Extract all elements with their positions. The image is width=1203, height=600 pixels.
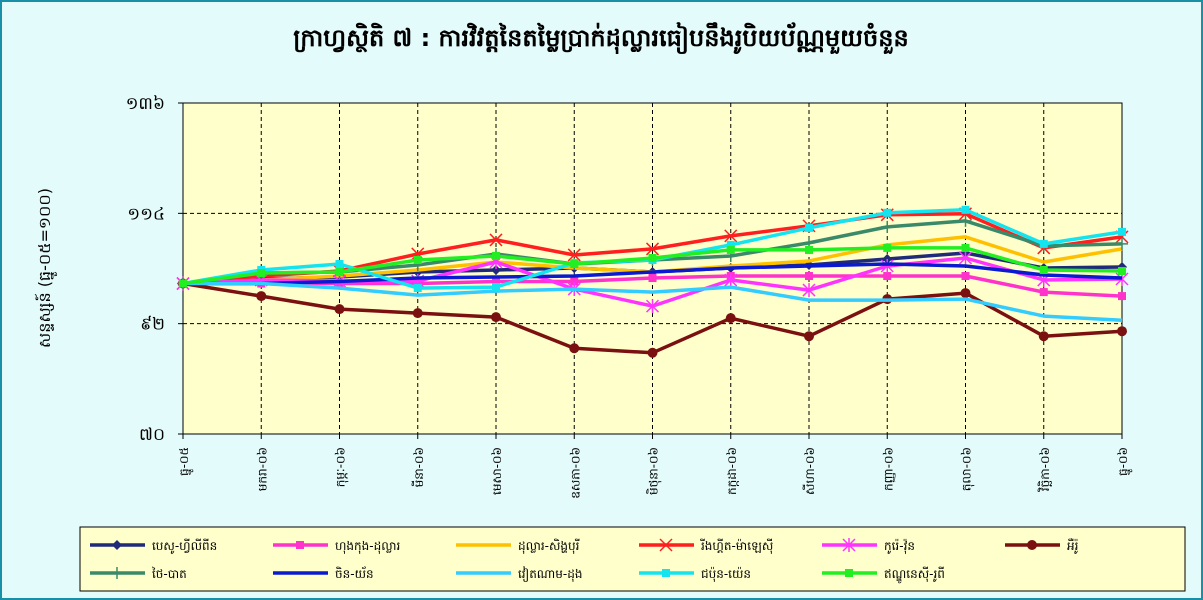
marker (961, 272, 970, 281)
chart-title: ក្រាហ្វស្ថិតិ ៧ : ការវិវត្តនៃតម្លៃប្រាក់… (293, 22, 908, 55)
marker (805, 223, 813, 232)
marker (335, 259, 344, 268)
marker (959, 214, 972, 227)
marker (1117, 326, 1127, 337)
marker (489, 233, 503, 247)
marker (659, 538, 673, 552)
x-tick-label: មីនា-០៦ (411, 447, 426, 487)
legend-label: វៀតណាម-ដុង (518, 566, 582, 582)
marker (570, 277, 579, 286)
marker (958, 250, 973, 265)
marker (179, 279, 187, 288)
marker (726, 240, 735, 249)
marker (1118, 227, 1126, 236)
legend-label: អឺរ៉ូ (1067, 538, 1079, 554)
legend-label: ថៃ-បាត (151, 566, 187, 581)
marker (845, 569, 853, 577)
marker (724, 229, 738, 243)
y-tick-label: ១១៤ (127, 204, 165, 224)
marker (647, 347, 658, 358)
marker (491, 265, 501, 276)
x-tick-label: វិច្ឆិកា-០៦ (1037, 447, 1052, 492)
marker (724, 273, 738, 288)
marker (883, 208, 892, 217)
marker (492, 251, 500, 260)
marker (491, 312, 501, 323)
legend-label: កូរ៉េ-វ៉ុន (884, 538, 915, 554)
marker (567, 248, 581, 262)
marker (112, 540, 122, 550)
marker (569, 343, 580, 354)
marker (645, 242, 660, 256)
x-tick-label: មិថុនា-០៦ (646, 447, 662, 495)
marker (961, 243, 970, 252)
legend-label: ជប៉ុន-យ៉េន (701, 566, 751, 582)
x-tick-label: ឧសភា-០៦ (568, 447, 582, 499)
marker (725, 313, 736, 324)
marker (1039, 288, 1048, 297)
legend (79, 526, 1186, 592)
x-tick-label: កក្កដា-០៦ (725, 447, 739, 495)
legend-label: ដុល្លារ-សិង្ហបុរី (518, 538, 580, 554)
marker (881, 220, 894, 233)
legend-label: ឥណ្ឌូនេស៊ី-រូពី (884, 566, 945, 584)
marker (1027, 540, 1037, 550)
legend-label: ចិន-យ័ន (335, 566, 374, 581)
marker (648, 253, 657, 262)
marker (883, 243, 892, 252)
marker (883, 272, 892, 281)
marker (412, 308, 423, 319)
marker (842, 538, 856, 552)
x-tick-label: សីហា-០៦ (802, 447, 817, 495)
marker (804, 331, 814, 342)
marker (492, 283, 500, 292)
marker (805, 272, 813, 281)
x-tick-label: ធ្នូ-០៥ (177, 447, 194, 476)
marker (645, 299, 660, 314)
marker (1038, 331, 1049, 342)
marker (882, 253, 893, 264)
y-tick-label: ៩២ (140, 315, 165, 335)
x-tick-label: កញ្ញា-០៦ (881, 447, 895, 491)
x-tick-label: មេសា-០៦ (490, 447, 504, 495)
marker (335, 268, 344, 277)
marker (413, 255, 422, 264)
y-tick-label: ១៣៦ (126, 94, 165, 114)
x-tick-label: តុលា-០៦ (960, 447, 975, 491)
marker (961, 205, 970, 214)
marker (1039, 266, 1048, 275)
marker (805, 245, 813, 254)
marker (413, 284, 422, 293)
marker (257, 269, 266, 278)
marker (960, 288, 971, 299)
marker (570, 259, 579, 268)
marker (802, 283, 816, 298)
legend-label: រីងហ្គីត-ម៉ាឡេស៊ី (700, 538, 774, 554)
marker (1118, 267, 1126, 276)
legend-label: បេសូ-ហ្វីលីពីន (152, 538, 217, 554)
series-line (183, 281, 1123, 322)
marker (296, 541, 304, 549)
marker (334, 304, 345, 315)
marker (492, 277, 500, 286)
x-tick-label: មករា-០៦ (255, 447, 269, 491)
marker (726, 245, 735, 254)
x-tick-label: ធ្នូ-០៦ (1116, 447, 1133, 476)
y-tick-label: ៧០ (139, 425, 165, 445)
marker (1116, 237, 1128, 250)
marker (256, 291, 267, 302)
marker (1039, 239, 1048, 248)
marker (111, 567, 123, 579)
marker (1118, 292, 1126, 301)
series-line (183, 262, 1123, 286)
legend-label: ហុងកុង-ដុល្លារ (335, 539, 400, 554)
marker (880, 258, 894, 273)
marker (662, 569, 670, 577)
marker (648, 274, 657, 283)
x-tick-label: កុម្ភៈ-០៦ (334, 447, 349, 487)
